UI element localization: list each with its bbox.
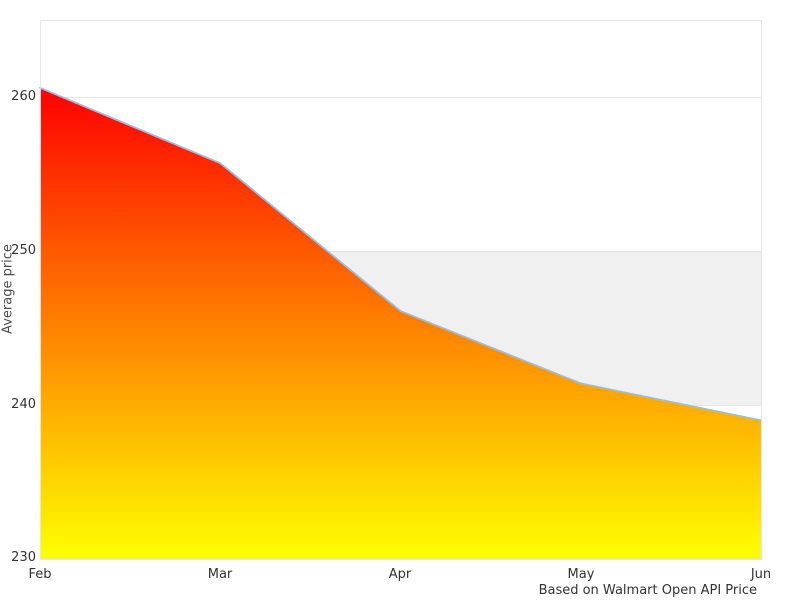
x-axis-tick-label: Jun bbox=[750, 567, 772, 582]
chart-caption: Based on Walmart Open API Price bbox=[538, 583, 757, 598]
x-axis-tick-label: Feb bbox=[28, 567, 52, 582]
y-axis-tick-label: 260 bbox=[11, 89, 36, 104]
y-axis-tick-label: 240 bbox=[11, 397, 36, 412]
y-axis-tick-label: 230 bbox=[11, 550, 36, 565]
x-axis-tick-label: Mar bbox=[207, 567, 233, 582]
y-axis-tick-label: 250 bbox=[11, 243, 36, 258]
x-axis-tick-label: Apr bbox=[388, 567, 412, 582]
y-axis-title: Average price bbox=[0, 244, 16, 334]
x-axis-tick-label: May bbox=[567, 567, 595, 582]
